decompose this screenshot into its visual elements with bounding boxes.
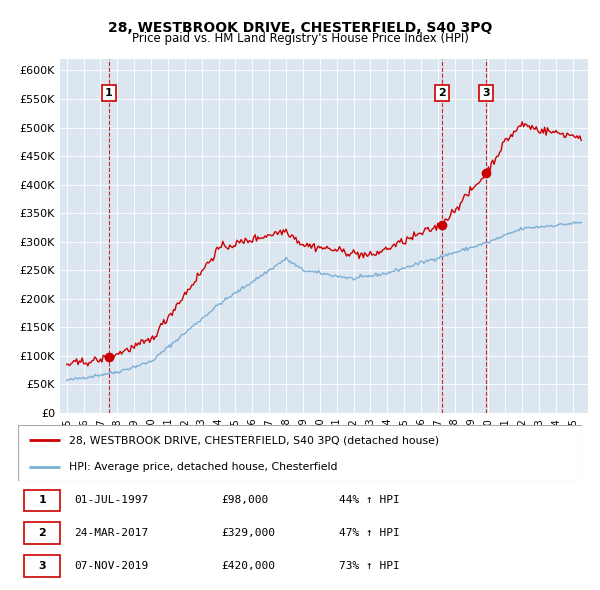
Text: 47% ↑ HPI: 47% ↑ HPI	[340, 528, 400, 538]
Text: 28, WESTBROOK DRIVE, CHESTERFIELD, S40 3PQ (detached house): 28, WESTBROOK DRIVE, CHESTERFIELD, S40 3…	[69, 435, 439, 445]
Text: 73% ↑ HPI: 73% ↑ HPI	[340, 561, 400, 571]
Text: 07-NOV-2019: 07-NOV-2019	[74, 561, 149, 571]
Text: 3: 3	[38, 561, 46, 571]
Text: 1: 1	[105, 88, 113, 99]
Text: 3: 3	[482, 88, 490, 99]
Text: £98,000: £98,000	[221, 496, 268, 506]
FancyBboxPatch shape	[23, 490, 60, 512]
FancyBboxPatch shape	[23, 522, 60, 544]
Text: 01-JUL-1997: 01-JUL-1997	[74, 496, 149, 506]
Text: HPI: Average price, detached house, Chesterfield: HPI: Average price, detached house, Ches…	[69, 462, 337, 472]
Text: 1: 1	[38, 496, 46, 506]
FancyBboxPatch shape	[18, 425, 582, 481]
FancyBboxPatch shape	[23, 555, 60, 577]
Text: 2: 2	[38, 528, 46, 538]
Text: Price paid vs. HM Land Registry's House Price Index (HPI): Price paid vs. HM Land Registry's House …	[131, 32, 469, 45]
Text: 2: 2	[438, 88, 446, 99]
Text: 28, WESTBROOK DRIVE, CHESTERFIELD, S40 3PQ: 28, WESTBROOK DRIVE, CHESTERFIELD, S40 3…	[108, 21, 492, 35]
Text: 24-MAR-2017: 24-MAR-2017	[74, 528, 149, 538]
Text: £329,000: £329,000	[221, 528, 275, 538]
Text: 44% ↑ HPI: 44% ↑ HPI	[340, 496, 400, 506]
Text: £420,000: £420,000	[221, 561, 275, 571]
